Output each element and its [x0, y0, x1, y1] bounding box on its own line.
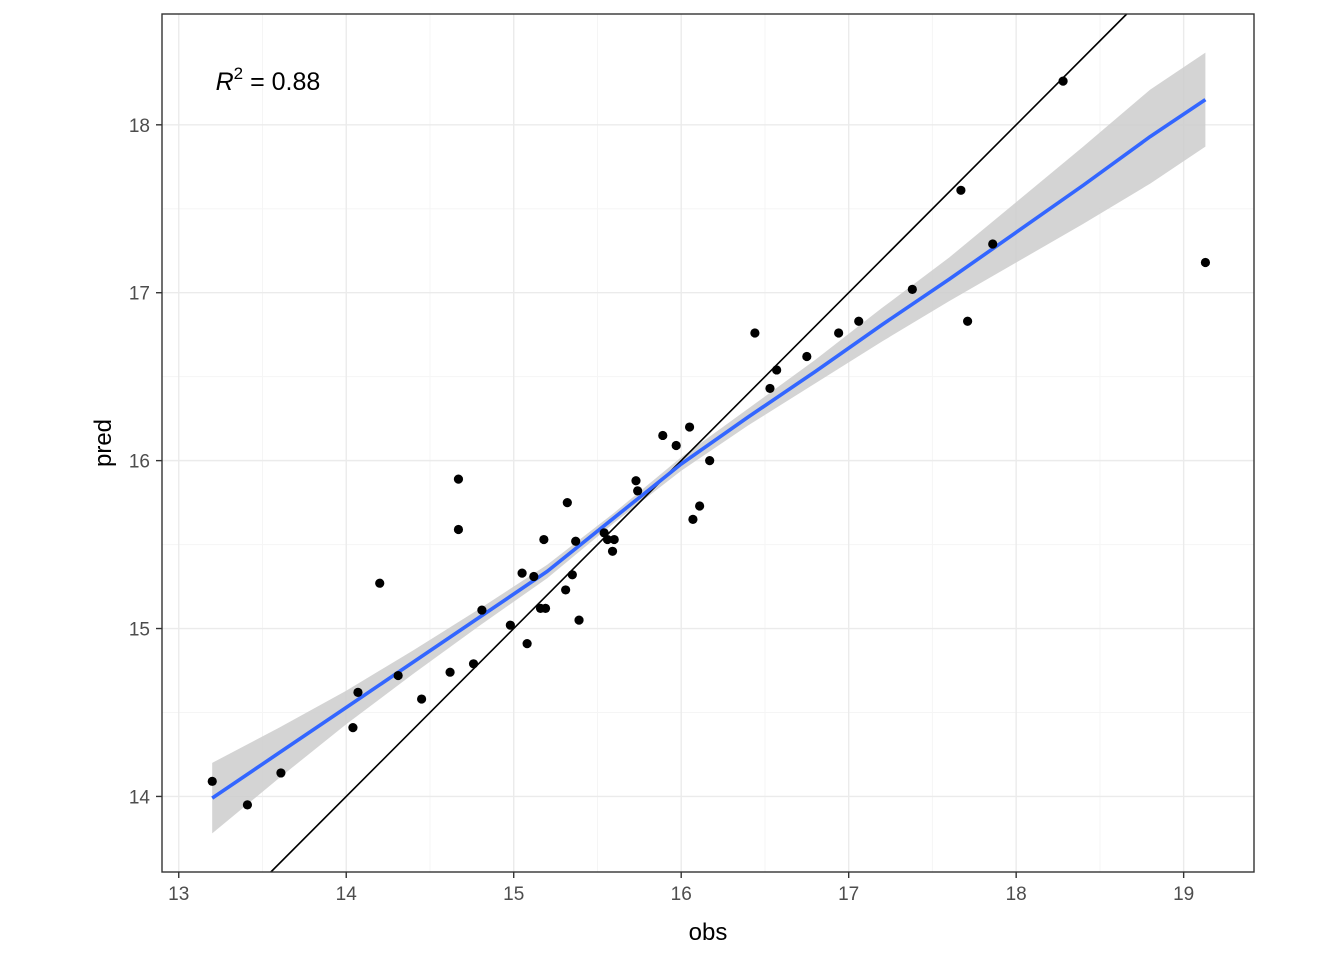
data-point	[529, 571, 539, 582]
data-point	[671, 440, 681, 451]
grid-major	[162, 14, 1254, 872]
data-point	[393, 670, 403, 681]
x-tick-label: 16	[671, 884, 692, 905]
data-point	[963, 316, 973, 326]
data-point	[956, 185, 966, 195]
r-exponent: 2	[234, 64, 243, 83]
data-point	[705, 456, 715, 466]
data-point	[417, 694, 427, 704]
x-axis-title: obs	[689, 919, 728, 946]
r-squared-annotation: R2 = 0.88	[216, 64, 321, 96]
data-point	[688, 514, 698, 524]
data-point	[561, 585, 571, 595]
points	[207, 76, 1211, 810]
data-point	[574, 615, 584, 625]
data-point	[453, 474, 464, 484]
r-squared-value: = 0.88	[243, 68, 320, 96]
data-point	[445, 667, 455, 677]
data-point	[276, 768, 286, 778]
data-point	[477, 605, 487, 615]
y-tick-label: 18	[129, 116, 150, 137]
data-point	[684, 422, 695, 432]
data-point	[505, 620, 515, 630]
x-tick-label: 17	[838, 884, 859, 905]
y-tick-label: 16	[129, 452, 150, 473]
panel-border	[161, 13, 1255, 873]
y-axis-ticks: 14 15 16 17 18	[129, 116, 162, 808]
data-point	[602, 534, 613, 545]
data-point	[375, 578, 385, 588]
data-point	[772, 365, 782, 375]
data-point	[1200, 257, 1211, 268]
data-point	[539, 534, 549, 545]
data-point	[453, 524, 464, 535]
data-point	[854, 316, 864, 326]
data-point	[631, 476, 641, 486]
data-point	[609, 534, 619, 545]
data-point	[348, 723, 358, 733]
data-point	[633, 486, 643, 496]
x-tick-label: 15	[503, 884, 524, 905]
r-symbol: R	[216, 68, 234, 96]
data-point	[765, 383, 775, 394]
data-point	[571, 536, 581, 546]
data-point	[353, 687, 363, 697]
identity-line	[270, 13, 1128, 873]
data-point	[988, 239, 998, 249]
data-point	[607, 546, 618, 556]
data-point	[468, 659, 479, 669]
data-point	[242, 800, 253, 810]
y-tick-label: 15	[129, 620, 150, 641]
y-tick-label: 17	[129, 284, 150, 305]
data-point	[517, 568, 527, 578]
x-tick-label: 14	[336, 884, 358, 905]
data-point	[1058, 76, 1068, 86]
data-point	[562, 498, 572, 508]
data-point	[658, 430, 668, 441]
data-point	[802, 351, 812, 362]
smooth-line	[211, 98, 1207, 800]
data-point	[567, 570, 577, 580]
data-point	[834, 328, 844, 338]
y-axis-title: pred	[90, 419, 117, 467]
data-point	[522, 639, 532, 649]
x-axis-ticks: 13 14 15 16 17 18 19	[168, 872, 1194, 905]
data-point	[540, 603, 551, 613]
data-point	[750, 328, 760, 338]
data-point	[207, 776, 217, 786]
data-point	[695, 501, 705, 511]
x-tick-label: 19	[1173, 884, 1194, 905]
x-tick-label: 18	[1006, 884, 1027, 905]
data-point	[907, 284, 917, 294]
x-tick-label: 13	[168, 884, 189, 905]
y-tick-label: 14	[129, 787, 151, 808]
